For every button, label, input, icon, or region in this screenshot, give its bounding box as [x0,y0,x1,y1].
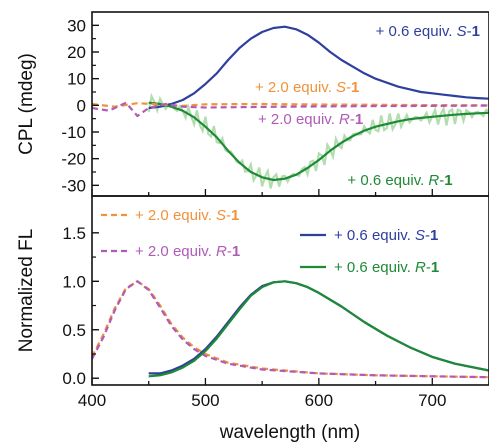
legend-label-part: + 0.6 equiv. [334,259,415,276]
cpl-series-label: + 2.0 equiv. R-1 [258,111,363,128]
cpl-series-label-part: - [350,111,355,128]
y-tick-label: 0.5 [62,321,86,340]
legend-label-part: 1 [431,259,439,276]
legend-label-part: + 0.6 equiv. [334,227,415,244]
y-tick-label: 0.0 [62,369,86,388]
legend-label-part: + 2.0 equiv. [135,207,216,224]
cpl-panel-series [92,25,489,189]
cpl-panel-series-line-1 [148,101,489,182]
cpl-series-label-part: 1 [351,79,359,96]
cpl-series-label-part: 1 [355,111,363,128]
cpl-series-label-part: 1 [472,23,480,40]
cpl-series-label-part: + 2.0 equiv. [258,111,339,128]
fl-legend: + 2.0 equiv. S-1+ 2.0 equiv. R-1+ 0.6 eq… [101,207,439,276]
fl-panel-series-line-0 [92,280,489,379]
fl-panel-series [92,280,489,379]
legend-label: + 0.6 equiv. R-1 [334,259,439,276]
cpl-panel-series-line-0 [148,25,489,110]
legend-label-part: - [227,243,232,260]
cpl-series-label-part: R [339,111,350,128]
legend-label-part: 1 [232,243,240,260]
x-tick-label: 600 [305,391,333,410]
cpl-series-label-part: + 0.6 equiv. [347,172,428,189]
legend-label-part: 1 [430,227,438,244]
y-tick-label: -10 [61,123,86,142]
legend-label-part: - [226,207,231,224]
cpl-series-label-part: - [439,172,444,189]
y-tick-label: 20 [67,43,86,62]
cpl-series-label: + 0.6 equiv. R-1 [347,172,452,189]
cpl-series-label-part: R [428,172,439,189]
legend-label-part: - [426,259,431,276]
fl-panel-series-line-1 [92,280,489,379]
cpl-series-label-part: + 0.6 equiv. [376,23,457,40]
legend-label-part: S [415,227,425,244]
cpl-panel-series-line-2 [92,102,489,108]
y-tick-label: 10 [67,70,86,89]
fl-panel: 0.0 0.5 1.0 1.5 Normalized FL [16,195,489,388]
y-tick-label: 0 [77,96,86,115]
legend-label: + 2.0 equiv. S-1 [135,207,239,224]
fl-panel-xlabel: wavelength (nm) [219,422,360,443]
y-tick-label: 1.0 [62,272,86,291]
cpl-series-label-part: 1 [444,172,452,189]
legend-label: + 0.6 equiv. S-1 [334,227,438,244]
cpl-series-label: + 0.6 equiv. S-1 [376,23,480,40]
fl-panel-frame [91,195,489,386]
legend-label-part: - [425,227,430,244]
cpl-series-label: + 2.0 equiv. S-1 [255,79,359,96]
y-tick-label: -20 [61,150,86,169]
legend-label-part: R [415,259,426,276]
legend-label-part: + 2.0 equiv. [135,243,216,260]
legend-label: + 2.0 equiv. R-1 [135,243,240,260]
legend-label-part: R [216,243,227,260]
y-tick-label: 30 [67,16,86,35]
cpl-series-label-part: S [457,23,467,40]
cpl-series-label-part: - [467,23,472,40]
cpl-series-label-part: + 2.0 equiv. [255,79,336,96]
cpl-series-label-part: S [336,79,346,96]
legend-label-part: 1 [231,207,239,224]
fl-panel-ylabel: Normalized FL [16,229,37,353]
x-tick-label: 400 [78,391,106,410]
legend-label-part: S [216,207,226,224]
cpl-panel-series-line-3 [92,101,489,118]
y-tick-label: -30 [61,176,86,195]
cpl-series-label-part: - [346,79,351,96]
cpl-panel-ylabel: CPL (mdeg) [16,53,37,155]
fl-panel-series-line-3 [148,280,489,378]
x-tick-label: 500 [191,391,219,410]
y-tick-label: 1.5 [62,224,86,243]
x-tick-label: 700 [418,391,446,410]
